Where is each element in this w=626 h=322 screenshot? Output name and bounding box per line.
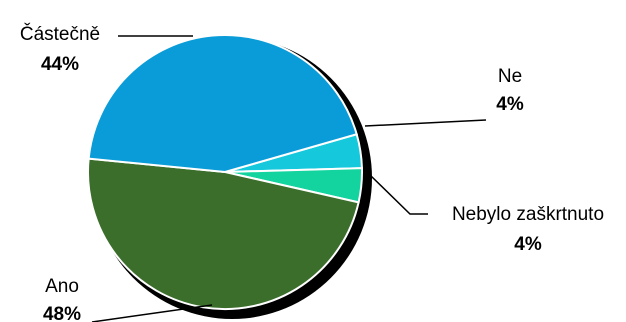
leader-line-nebylo xyxy=(369,174,428,215)
pie-slices xyxy=(87,34,363,311)
leader-line-ano xyxy=(91,304,213,322)
slice-label-nebylo: Nebylo zaškrtnuto xyxy=(452,204,604,225)
slice-percent-ne: 4% xyxy=(496,94,524,115)
slice-castecne xyxy=(87,34,358,174)
slice-ano xyxy=(87,157,360,311)
slice-percent-ano: 48% xyxy=(43,304,81,322)
slice-percent-nebylo: 4% xyxy=(514,234,542,255)
slice-percent-castecne: 44% xyxy=(41,54,79,75)
slice-label-ne: Ne xyxy=(498,66,522,87)
leader-line-ne xyxy=(364,119,487,127)
slice-label-castecne: Částečně xyxy=(20,23,100,45)
slice-label-ano: Ano xyxy=(45,276,79,297)
